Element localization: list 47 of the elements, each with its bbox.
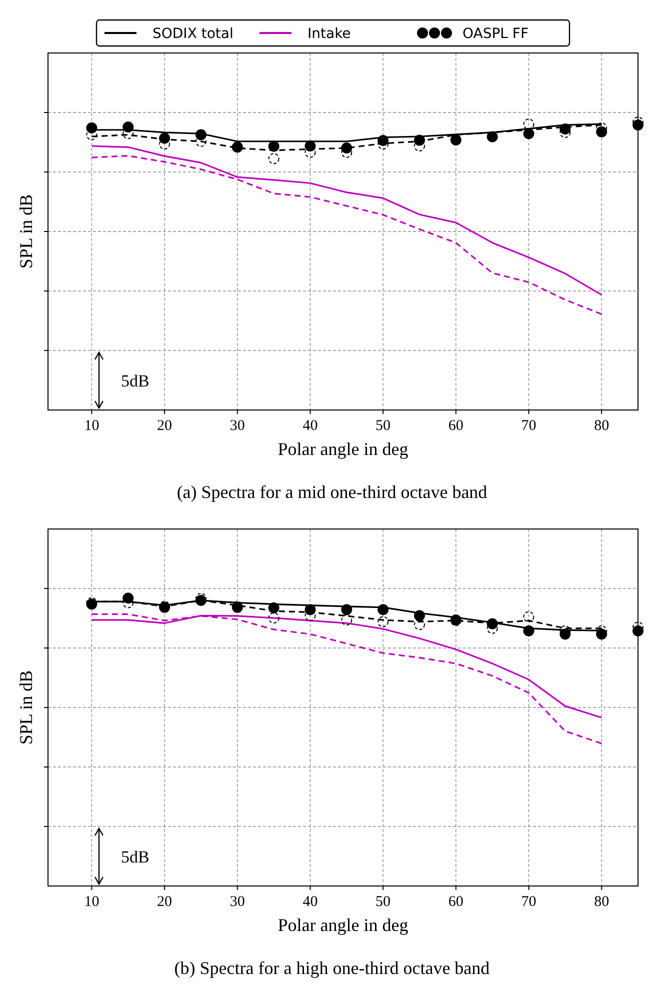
x-tick-label: 40 — [302, 418, 318, 434]
x-tick-label: 10 — [84, 418, 100, 434]
x-tick-label: 10 — [84, 894, 100, 910]
x-axis-title: Polar angle in deg — [278, 915, 408, 935]
point — [341, 614, 352, 626]
point — [450, 134, 462, 146]
point — [268, 612, 280, 624]
annotation: 5dB — [120, 847, 150, 866]
x-tick-label: 60 — [448, 418, 464, 434]
point — [414, 619, 425, 630]
x-tick-label: 70 — [521, 894, 536, 910]
point — [268, 140, 280, 152]
point — [523, 118, 534, 130]
point — [596, 628, 608, 640]
x-tick-label: 70 — [521, 418, 536, 434]
x-tick-label: 60 — [448, 894, 464, 910]
x-tick-label: 20 — [157, 894, 172, 910]
point — [341, 604, 352, 616]
point — [122, 121, 134, 132]
y-axis-title: SPL in dB — [16, 670, 36, 745]
point — [596, 126, 608, 138]
x-axis-title: Polar angle in deg — [278, 439, 408, 459]
x-tick-label: 50 — [376, 894, 391, 910]
point — [486, 131, 498, 142]
legend-label: OASPL FF — [462, 26, 529, 42]
point — [378, 616, 389, 628]
y-axis-title: SPL in dB — [16, 194, 36, 269]
x-tick-label: 50 — [376, 418, 391, 434]
annotation: 5dB — [120, 371, 150, 390]
x-tick-label: 80 — [594, 894, 610, 910]
point — [86, 122, 98, 134]
point — [414, 610, 425, 622]
x-tick-label: 20 — [157, 418, 172, 434]
point — [268, 153, 280, 164]
text: (b) Spectra for a high one-third octave band — [174, 958, 490, 978]
point — [378, 604, 389, 616]
point — [523, 611, 534, 622]
point — [195, 129, 206, 140]
text: (a) Spectra for a mid one-third octave band — [176, 482, 488, 502]
legend-label: Intake — [308, 26, 351, 42]
point — [560, 628, 571, 640]
x-tick-label: 30 — [230, 894, 245, 910]
point — [523, 625, 534, 636]
legend-label: SODIX total — [152, 26, 234, 42]
x-tick-label: 40 — [302, 894, 318, 910]
x-tick-label: 80 — [594, 418, 610, 434]
x-tick-label: 30 — [230, 418, 245, 434]
